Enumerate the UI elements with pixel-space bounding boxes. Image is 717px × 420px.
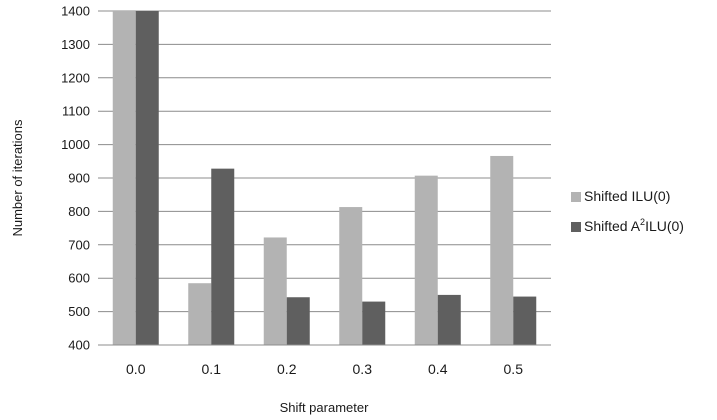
bar-series-1 [414, 175, 438, 345]
legend-label-part: Shifted ILU(0) [584, 188, 670, 204]
y-tick-label: 1100 [62, 104, 90, 119]
bar-series-2 [211, 168, 235, 345]
bar-series-2 [362, 301, 386, 345]
bar-series-2 [513, 296, 537, 345]
bar-series-1 [188, 283, 212, 345]
legend-swatch [571, 192, 581, 202]
x-tick-label: 0.1 [202, 361, 222, 377]
y-tick-label: 1300 [61, 37, 90, 52]
y-tick-label: 500 [68, 304, 90, 319]
bar-series-1 [490, 155, 514, 345]
bar-series-2 [286, 297, 310, 345]
legend-label-part: Shifted A [584, 218, 641, 234]
y-tick-label: 1000 [61, 137, 90, 152]
y-tick-label: 700 [68, 237, 90, 252]
y-tick-labels: 400 500 600 700 800 900 1000 1100 1200 1300 1400 [61, 4, 90, 353]
x-tick-label: 0.2 [277, 361, 297, 377]
x-tick-labels: 0.0 0.1 0.2 0.3 0.4 0.5 [126, 361, 523, 377]
y-tick-label: 400 [68, 338, 90, 353]
y-tick-label: 1200 [61, 70, 90, 85]
bars [112, 11, 537, 345]
y-tick-label: 800 [68, 204, 90, 219]
legend: Shifted ILU(0) Shifted A2ILU(0) [571, 188, 684, 234]
y-tick-label: 1400 [61, 4, 90, 19]
bar-series-1 [263, 237, 287, 345]
y-tick-label: 900 [68, 171, 90, 186]
x-tick-label: 0.5 [504, 361, 524, 377]
x-axis-title: Shift parameter [280, 400, 370, 415]
x-tick-label: 0.0 [126, 361, 146, 377]
bar-series-1 [339, 207, 363, 345]
legend-swatch [571, 222, 581, 232]
bar-series-1 [112, 11, 136, 345]
x-tick-label: 0.3 [353, 361, 373, 377]
bar-series-2 [437, 294, 461, 345]
y-axis-title: Number of iterations [10, 119, 25, 237]
gridlines [98, 10, 551, 313]
legend-label: Shifted ILU(0) [584, 188, 670, 204]
legend-label: Shifted A2ILU(0) [584, 217, 684, 234]
x-tick-label: 0.4 [428, 361, 448, 377]
legend-label-part: ILU(0) [645, 218, 684, 234]
bar-series-2 [135, 11, 159, 345]
y-tick-label: 600 [68, 271, 90, 286]
legend-label-part: 2 [640, 217, 645, 227]
